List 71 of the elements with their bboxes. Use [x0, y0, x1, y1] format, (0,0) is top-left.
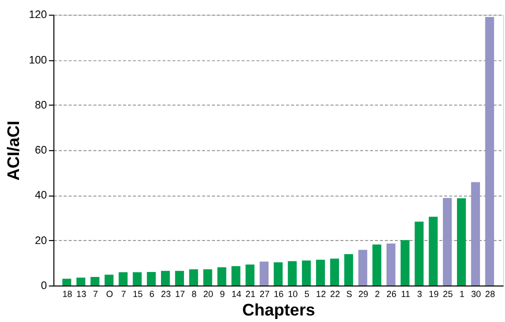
y-tick-label: 100: [28, 54, 47, 66]
x-tick-label: 7: [121, 288, 126, 299]
bar: [442, 198, 452, 286]
bar: [175, 270, 184, 286]
bar: [246, 264, 254, 286]
bar: [260, 262, 269, 286]
x-tick-label: 2: [374, 288, 380, 299]
x-tick-label: 1: [459, 288, 464, 299]
x-tick-label: 5: [304, 288, 310, 299]
bar: [104, 274, 114, 286]
bar: [372, 244, 382, 286]
bar: [344, 254, 354, 286]
bar: [90, 276, 100, 286]
bar: [231, 266, 240, 286]
bar: [485, 16, 494, 286]
x-tick-label: 22: [330, 288, 340, 299]
bar: [132, 272, 142, 286]
bar: [428, 216, 438, 286]
bar: [189, 269, 198, 286]
x-tick-label: 29: [358, 288, 368, 299]
x-tick-label: 13: [76, 288, 86, 299]
x-tick-label: 6: [149, 288, 154, 299]
bar: [414, 222, 424, 286]
x-tick-label: 10: [288, 288, 298, 299]
y-tick-label: 0: [40, 280, 47, 292]
bar: [386, 244, 396, 286]
x-tick-label: 3: [417, 288, 422, 299]
x-tick-label: 14: [231, 288, 242, 299]
y-tick-label: 60: [34, 144, 47, 157]
x-tick-label: 11: [400, 288, 410, 299]
x-tick-label: 27: [260, 288, 270, 299]
x-tick-label: 12: [316, 288, 326, 299]
x-tick-label: 17: [175, 288, 186, 299]
bar: [288, 261, 297, 286]
x-tick-label: 9: [220, 288, 225, 299]
x-tick-label: 20: [203, 288, 214, 299]
bar: [62, 278, 72, 286]
x-tick-label: 8: [192, 288, 197, 299]
bar: [330, 258, 340, 286]
bar: [217, 267, 226, 286]
x-tick-label: 21: [246, 288, 256, 299]
bar: [471, 182, 480, 286]
bar: [118, 272, 128, 286]
y-tick-label: 80: [34, 99, 47, 112]
x-tick-label: O: [106, 288, 114, 299]
x-axis-title: Chapters: [242, 300, 316, 320]
y-axis-title: ACI/aCI: [4, 120, 23, 180]
x-tick-label: 16: [274, 288, 284, 299]
bar: [400, 240, 410, 286]
x-tick-label: 30: [471, 288, 482, 299]
x-tick-label: 19: [428, 288, 439, 299]
bar: [146, 272, 156, 286]
x-tick-label: 26: [386, 288, 396, 299]
bar: [456, 198, 466, 286]
x-tick-label: 25: [442, 288, 453, 299]
x-tick-label: 7: [92, 288, 98, 299]
y-tick-label: 120: [28, 9, 47, 22]
x-tick-label: 18: [62, 288, 72, 299]
bar: [302, 260, 311, 286]
x-tick-label: 28: [485, 288, 496, 299]
bar: [274, 262, 283, 286]
x-tick-label: 15: [132, 288, 143, 299]
bar: [358, 250, 368, 286]
x-tick-label: S: [346, 288, 352, 299]
x-tick-label: 23: [160, 288, 171, 299]
bar: [203, 269, 212, 286]
bar: [160, 270, 170, 286]
y-tick-label: 20: [34, 234, 47, 247]
y-tick-label: 40: [34, 190, 47, 202]
bar: [76, 278, 86, 286]
bar: [316, 260, 325, 286]
